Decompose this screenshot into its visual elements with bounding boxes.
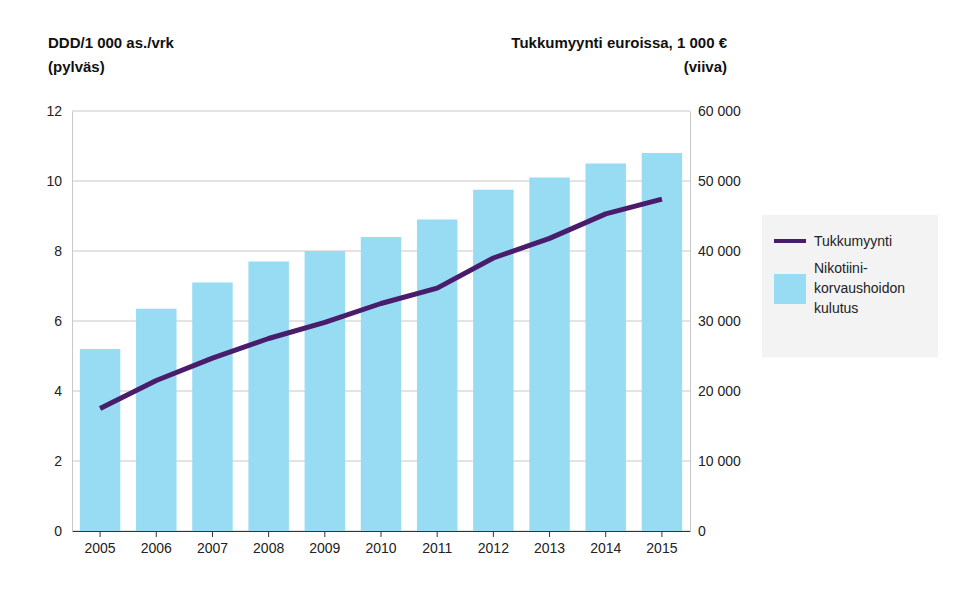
legend-swatch — [774, 239, 806, 243]
x-axis: 2005 2006 2007 2008 2009 2010 2011 2012 2013 2014… — [73, 531, 691, 556]
tick-label: 50 000 — [698, 173, 741, 189]
tick-label: 10 — [46, 173, 62, 189]
tick: 0 — [690, 523, 706, 539]
tick: 2012 — [478, 531, 509, 556]
tick-mark — [493, 531, 494, 537]
tick: 12 — [46, 103, 72, 119]
tick-label: 2014 — [590, 540, 621, 556]
tick: 2 — [54, 453, 72, 469]
legend: Tukkumyynti Nikotiini-korvaushoidonkulutu… — [762, 215, 938, 357]
legend-label: Tukkumyynti — [814, 233, 892, 249]
tick-label: 10 000 — [698, 453, 741, 469]
tick-mark — [437, 531, 438, 537]
bar — [136, 309, 176, 531]
tick-mark — [661, 531, 662, 537]
tick: 60 000 — [690, 103, 741, 119]
tick-label: 0 — [54, 523, 62, 539]
tick-label: 2010 — [365, 540, 396, 556]
tick-mark — [381, 531, 382, 537]
tick: 10 000 — [690, 453, 741, 469]
tick-label: 2 — [54, 453, 62, 469]
bar — [642, 153, 682, 531]
y-axis: 0 2 4 6 8 10 12 — [46, 103, 72, 539]
tick-label: 2011 — [422, 540, 452, 556]
tick-label: 2015 — [646, 540, 677, 556]
bar — [361, 237, 401, 531]
tick: 2015 — [646, 531, 677, 556]
tick-label: 2008 — [253, 540, 284, 556]
tick-mark — [156, 531, 157, 537]
tick-label: 40 000 — [698, 243, 741, 259]
tick-label: 30 000 — [698, 313, 741, 329]
tick-label: 2013 — [534, 540, 565, 556]
tick: 20 000 — [690, 383, 741, 399]
tick-label: 4 — [54, 383, 62, 399]
tick-label: 6 — [54, 313, 62, 329]
tick-label: 8 — [54, 243, 62, 259]
tick-label: 2009 — [309, 540, 340, 556]
tick-label: 12 — [46, 103, 62, 119]
bar — [80, 349, 120, 531]
axis-line — [72, 112, 73, 532]
tick: 2008 — [253, 531, 284, 556]
tick-mark — [212, 531, 213, 537]
tick-label: 2007 — [197, 540, 228, 556]
tick: 2014 — [590, 531, 621, 556]
tick-label: 20 000 — [698, 383, 741, 399]
tick: 2011 — [422, 531, 452, 556]
bar — [417, 220, 457, 532]
tick: 2006 — [141, 531, 172, 556]
tick: 2005 — [85, 531, 116, 556]
tick-label: 60 000 — [698, 103, 741, 119]
tick: 40 000 — [690, 243, 741, 259]
tick: 8 — [54, 243, 72, 259]
tick: 2007 — [197, 531, 228, 556]
y2-axis: 0 10 000 20 000 30 000 40 000 50 000 60 000 — [690, 103, 741, 539]
legend-label: Nikotiini-korvaushoidonkulutus — [814, 260, 905, 316]
legend-box — [762, 215, 938, 357]
tick-label: 2006 — [141, 540, 172, 556]
tick-mark — [268, 531, 269, 537]
tick: 2010 — [365, 531, 396, 556]
tick: 0 — [54, 523, 72, 539]
tick-label: 2012 — [478, 540, 509, 556]
tick: 50 000 — [690, 173, 741, 189]
tick-mark — [549, 531, 550, 537]
bar — [305, 251, 345, 531]
tick: 2009 — [309, 531, 340, 556]
tick-mark — [100, 531, 101, 537]
plot-area — [80, 153, 682, 531]
bar — [248, 262, 288, 532]
bar — [473, 190, 513, 531]
tick-label: 2005 — [85, 540, 116, 556]
tick: 2013 — [534, 531, 565, 556]
y-axis-title: (pylväs) — [48, 58, 105, 75]
chart: 2005200620072008200920102011201220132014… — [0, 0, 960, 589]
tick: 6 — [54, 313, 72, 329]
tick-mark — [605, 531, 606, 537]
line — [100, 199, 662, 408]
tick-mark — [324, 531, 325, 537]
tick: 10 — [46, 173, 72, 189]
axis-line — [690, 112, 691, 532]
bar — [192, 283, 232, 532]
grid — [72, 111, 690, 531]
tick: 4 — [54, 383, 72, 399]
y2-axis-title: (viiva) — [684, 58, 727, 75]
legend-swatch — [774, 274, 806, 304]
y2-axis-title: Tukkumyynti euroissa, 1 000 € — [511, 34, 727, 51]
grid-line — [72, 111, 690, 112]
tick-label: 0 — [698, 523, 706, 539]
y-axis-title: DDD/1 000 as./vrk — [48, 34, 175, 51]
tick: 30 000 — [690, 313, 741, 329]
